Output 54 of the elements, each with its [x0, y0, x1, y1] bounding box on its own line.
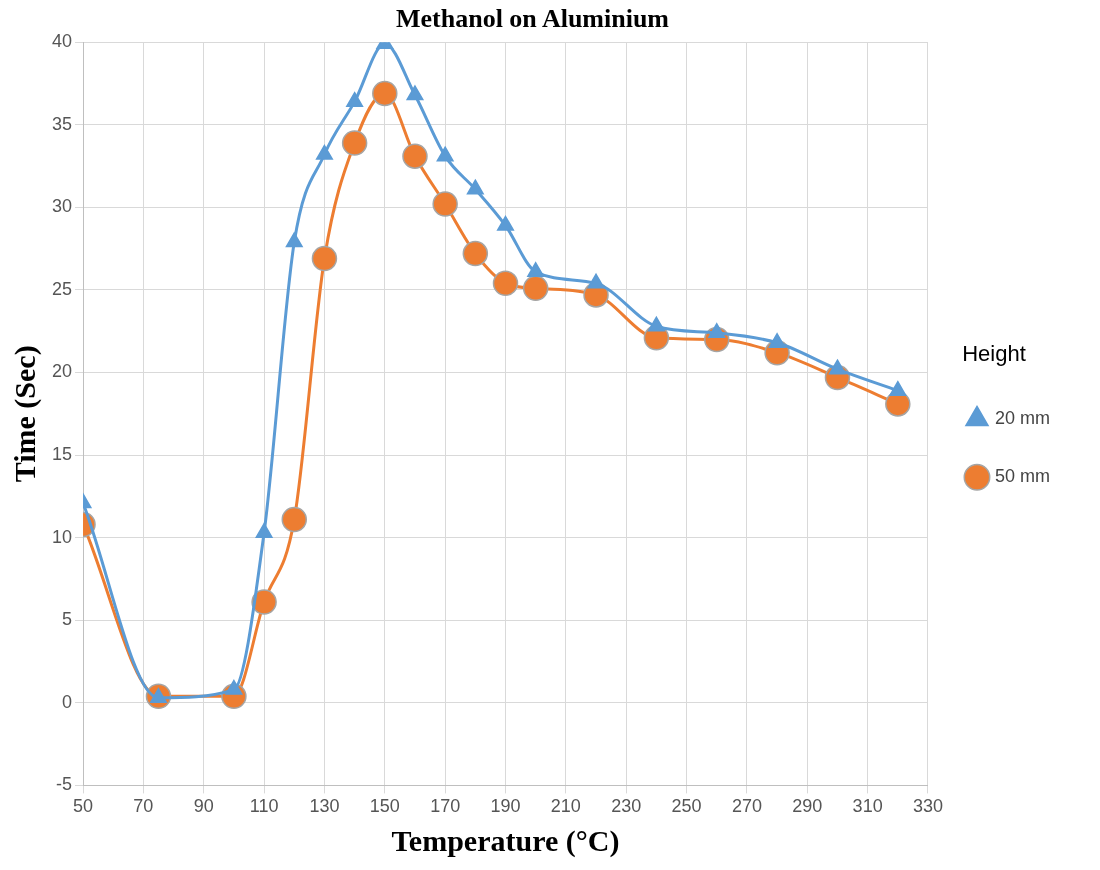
y-tick-label: 35 [51, 113, 73, 134]
x-tick-label: 190 [490, 796, 521, 817]
y-tick-label: 25 [51, 278, 73, 299]
x-tick-label: 210 [550, 796, 581, 817]
y-tick-label: 30 [51, 196, 73, 217]
y-tick-label: 15 [51, 444, 73, 465]
point [768, 333, 786, 349]
x-tick-label: 90 [193, 796, 214, 817]
x-tick-label: 170 [430, 796, 461, 817]
point [466, 179, 484, 195]
x-axis-title: Temperature (°C) [391, 823, 620, 858]
point [462, 240, 489, 267]
point [311, 245, 338, 272]
point [281, 506, 308, 533]
y-axis-title: Time (Sec) [7, 345, 42, 483]
y-tick-label: 5 [62, 609, 73, 630]
y-tick-label: 0 [62, 691, 73, 712]
point [432, 191, 458, 217]
point [647, 316, 665, 332]
x-tick-label: 230 [611, 796, 642, 817]
point [372, 80, 398, 107]
x-tick-label: 290 [792, 796, 823, 817]
point [315, 144, 333, 160]
point [492, 270, 519, 297]
x-tick-label: 150 [369, 796, 400, 817]
x-tick-label: 110 [249, 796, 279, 817]
point [496, 215, 515, 231]
legend-title: Height [962, 340, 1026, 366]
x-tick-label: 50 [73, 796, 94, 817]
y-tick-label: 10 [51, 526, 73, 547]
point [341, 130, 368, 156]
point [402, 143, 428, 169]
point [406, 85, 424, 101]
point [522, 275, 549, 302]
point [527, 262, 545, 278]
x-tick-label: 270 [731, 796, 762, 817]
point [889, 380, 907, 396]
x-tick-label: 330 [912, 796, 944, 817]
legend-label: 20 mm [994, 408, 1050, 429]
point [436, 146, 454, 162]
point [587, 273, 605, 289]
chart-title: Methanol on Aluminium [395, 4, 670, 34]
y-tick-label: 20 [51, 361, 73, 382]
x-tick-label: 70 [133, 796, 154, 817]
x-tick-label: 250 [671, 796, 702, 817]
point [828, 359, 846, 375]
x-tick-label: 130 [309, 796, 340, 817]
x-tick-label: 310 [852, 796, 883, 817]
point [346, 91, 364, 107]
y-tick-label: 40 [51, 31, 73, 52]
legend-label: 50 mm [994, 466, 1050, 487]
point [251, 589, 277, 615]
point [285, 232, 303, 248]
y-tick-label: -5 [56, 774, 73, 795]
